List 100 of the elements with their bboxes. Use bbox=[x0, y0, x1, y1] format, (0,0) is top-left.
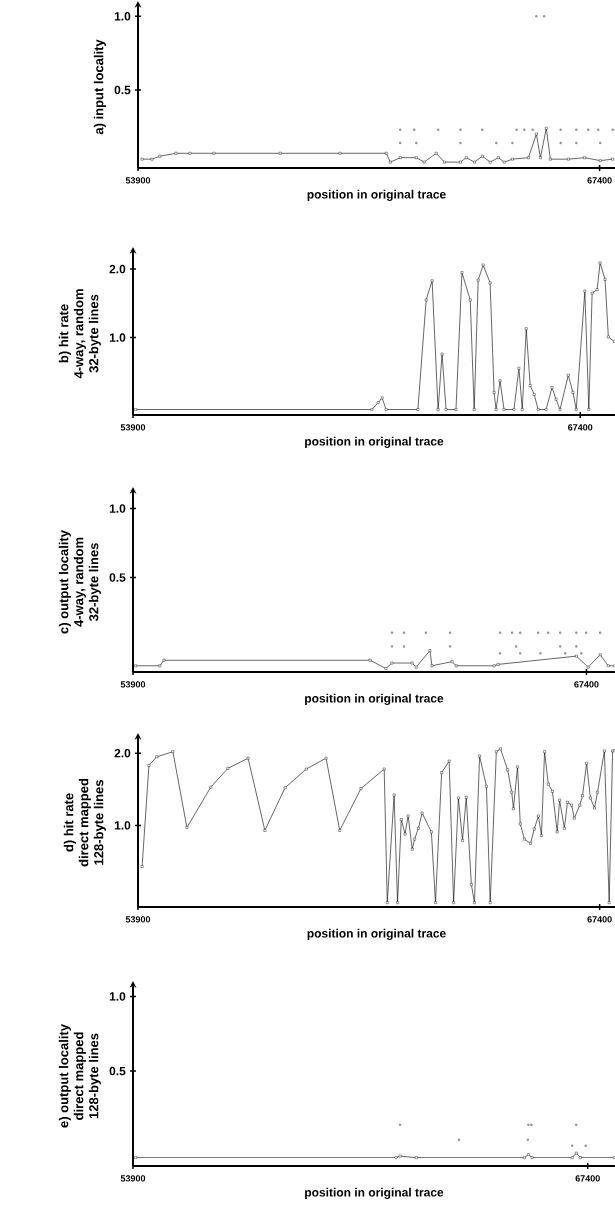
x-axis-title: position in original trace bbox=[305, 436, 444, 449]
point bbox=[134, 664, 137, 668]
point bbox=[188, 151, 192, 155]
point bbox=[502, 408, 506, 411]
point bbox=[549, 157, 552, 161]
point bbox=[414, 1156, 418, 1159]
point bbox=[428, 649, 432, 652]
point bbox=[496, 663, 500, 666]
point bbox=[430, 664, 434, 668]
y-tick-label: 0.5 bbox=[109, 573, 126, 582]
x-tick-label: 67400 bbox=[568, 424, 593, 431]
point bbox=[571, 391, 575, 394]
point bbox=[174, 151, 178, 155]
point bbox=[390, 661, 394, 665]
point bbox=[481, 154, 484, 158]
point bbox=[566, 373, 570, 377]
x-axis-title: position in original trace bbox=[305, 693, 444, 706]
x-tick-label: 67400 bbox=[587, 177, 612, 184]
y-tick-label: 1.0 bbox=[109, 333, 126, 342]
y-tick-label: 1.0 bbox=[114, 12, 131, 21]
point bbox=[488, 160, 492, 164]
point bbox=[436, 408, 440, 411]
point bbox=[520, 408, 524, 411]
point bbox=[595, 288, 599, 291]
point bbox=[517, 367, 521, 370]
point bbox=[536, 408, 540, 411]
point bbox=[443, 160, 446, 164]
point bbox=[535, 132, 538, 136]
x-axis-title: position in original trace bbox=[307, 189, 446, 202]
point bbox=[468, 298, 472, 302]
point bbox=[527, 156, 530, 159]
point bbox=[430, 279, 434, 283]
point bbox=[473, 160, 476, 164]
point bbox=[539, 156, 542, 159]
x-tick-label: 53900 bbox=[125, 916, 151, 923]
point bbox=[494, 408, 498, 411]
point bbox=[380, 396, 384, 400]
point bbox=[384, 151, 388, 155]
y-tick-label: 1.0 bbox=[109, 504, 126, 513]
point bbox=[523, 1156, 526, 1159]
point bbox=[416, 408, 420, 411]
point bbox=[278, 151, 282, 155]
point bbox=[528, 384, 532, 387]
point bbox=[454, 664, 458, 668]
x-tick-label: 67400 bbox=[575, 1175, 600, 1182]
point bbox=[134, 1156, 137, 1159]
point bbox=[410, 661, 414, 665]
x-tick-label: 53900 bbox=[120, 1175, 146, 1182]
point bbox=[394, 1156, 398, 1159]
point bbox=[150, 157, 154, 161]
point bbox=[459, 160, 462, 164]
point bbox=[598, 159, 602, 162]
y-tick-label: 0.5 bbox=[114, 85, 131, 95]
x-tick-label: 53900 bbox=[120, 681, 146, 688]
y-axis-title: d) hit rate direct mapped 128-byte lines bbox=[63, 778, 106, 867]
point bbox=[488, 281, 492, 285]
point bbox=[454, 408, 458, 411]
point bbox=[368, 658, 372, 662]
point bbox=[579, 1156, 582, 1159]
point bbox=[384, 667, 388, 670]
point bbox=[415, 156, 418, 159]
point bbox=[575, 654, 578, 658]
point bbox=[583, 289, 587, 293]
point bbox=[590, 291, 594, 295]
point bbox=[583, 156, 586, 159]
y-tick-label: 2.0 bbox=[109, 264, 126, 274]
point bbox=[598, 653, 602, 657]
point bbox=[440, 352, 444, 356]
point bbox=[512, 408, 516, 411]
point bbox=[502, 160, 506, 164]
y-tick-label: 1.0 bbox=[109, 992, 126, 1001]
point bbox=[497, 156, 500, 159]
y-axis-title: b) hit rate 4-way, random 32-byte lines bbox=[58, 289, 101, 379]
point bbox=[498, 379, 502, 383]
y-tick-label: 2.0 bbox=[114, 748, 131, 758]
point bbox=[422, 160, 426, 164]
x-tick-label: 53900 bbox=[120, 424, 146, 431]
y-axis-title: e) output locality direct mapped 128-byte lines bbox=[58, 1024, 101, 1128]
y-tick-label: 0.5 bbox=[109, 1066, 126, 1076]
point bbox=[434, 151, 438, 155]
point bbox=[162, 658, 166, 662]
point bbox=[606, 664, 610, 668]
point bbox=[607, 335, 610, 339]
point bbox=[370, 408, 374, 411]
point bbox=[524, 327, 528, 330]
point bbox=[530, 1156, 534, 1159]
point bbox=[544, 408, 548, 411]
point bbox=[481, 263, 485, 267]
point bbox=[424, 298, 428, 302]
point bbox=[574, 1151, 578, 1155]
point bbox=[140, 157, 144, 161]
point bbox=[544, 126, 548, 130]
point bbox=[603, 278, 607, 281]
point bbox=[158, 154, 162, 158]
point bbox=[527, 1153, 530, 1156]
point bbox=[611, 157, 614, 161]
x-axis-title: position in original trace bbox=[307, 928, 446, 941]
point bbox=[212, 151, 216, 155]
x-tick-label: 67400 bbox=[587, 916, 612, 923]
point bbox=[550, 386, 554, 389]
